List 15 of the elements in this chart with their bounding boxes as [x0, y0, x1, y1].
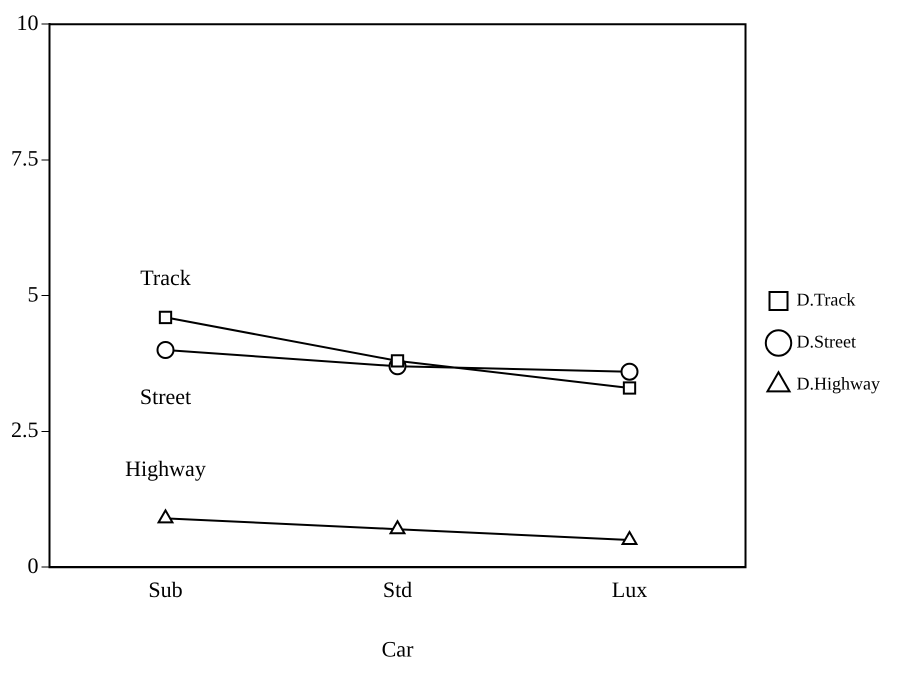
- y-tick-label: 0: [28, 552, 38, 578]
- x-tick-label: Sub: [148, 577, 183, 602]
- legend-label: D.Street: [796, 332, 856, 352]
- x-axis-title: Car: [382, 636, 414, 662]
- annotation: Street: [140, 384, 192, 409]
- y-tick-label: 7.5: [11, 146, 38, 171]
- y-tick-label: 2.5: [11, 417, 38, 442]
- x-tick-label: Std: [382, 577, 412, 602]
- legend-label: D.Highway: [796, 374, 880, 394]
- y-tick-label: 5: [28, 281, 38, 306]
- annotation: Track: [140, 265, 191, 290]
- y-tick-label: 10: [16, 10, 38, 35]
- x-tick-label: Lux: [612, 577, 648, 602]
- legend-label: D.Track: [796, 290, 856, 310]
- annotation: Highway: [125, 456, 206, 482]
